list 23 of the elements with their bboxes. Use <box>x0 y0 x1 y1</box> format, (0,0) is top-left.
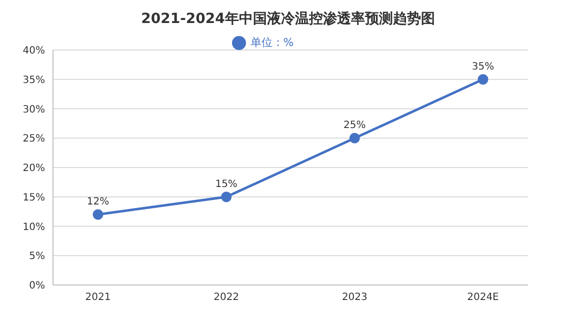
y-tick-label: 0% <box>29 280 45 292</box>
y-tick-label: 30% <box>22 104 45 116</box>
y-tick-label: 5% <box>29 251 45 262</box>
x-tick-label: 2023 <box>342 292 368 304</box>
data-label: 25% <box>344 120 366 132</box>
y-tick-label: 15% <box>22 192 45 204</box>
point <box>221 192 232 202</box>
x-tick-label: 2022 <box>214 292 240 304</box>
legend-label: 单位：% <box>250 36 294 49</box>
point <box>478 74 488 85</box>
point <box>92 209 104 220</box>
chart-title: 2021-2024年中国液冷温控渗透率预测趋势图 <box>140 10 436 29</box>
y-tick-label: 40% <box>22 46 45 57</box>
data-label: 15% <box>215 178 238 190</box>
y-tick-label: 35% <box>22 74 45 86</box>
y-tick-label: 20% <box>22 163 45 174</box>
data-label: 35% <box>472 61 494 72</box>
y-tick-label: 10% <box>22 222 45 233</box>
point <box>349 132 360 144</box>
y-tick-label: 25% <box>22 134 45 145</box>
x-tick-label: 2021 <box>85 292 111 304</box>
data-label: 12% <box>86 196 110 208</box>
x-tick-label: 2024E <box>467 292 499 304</box>
